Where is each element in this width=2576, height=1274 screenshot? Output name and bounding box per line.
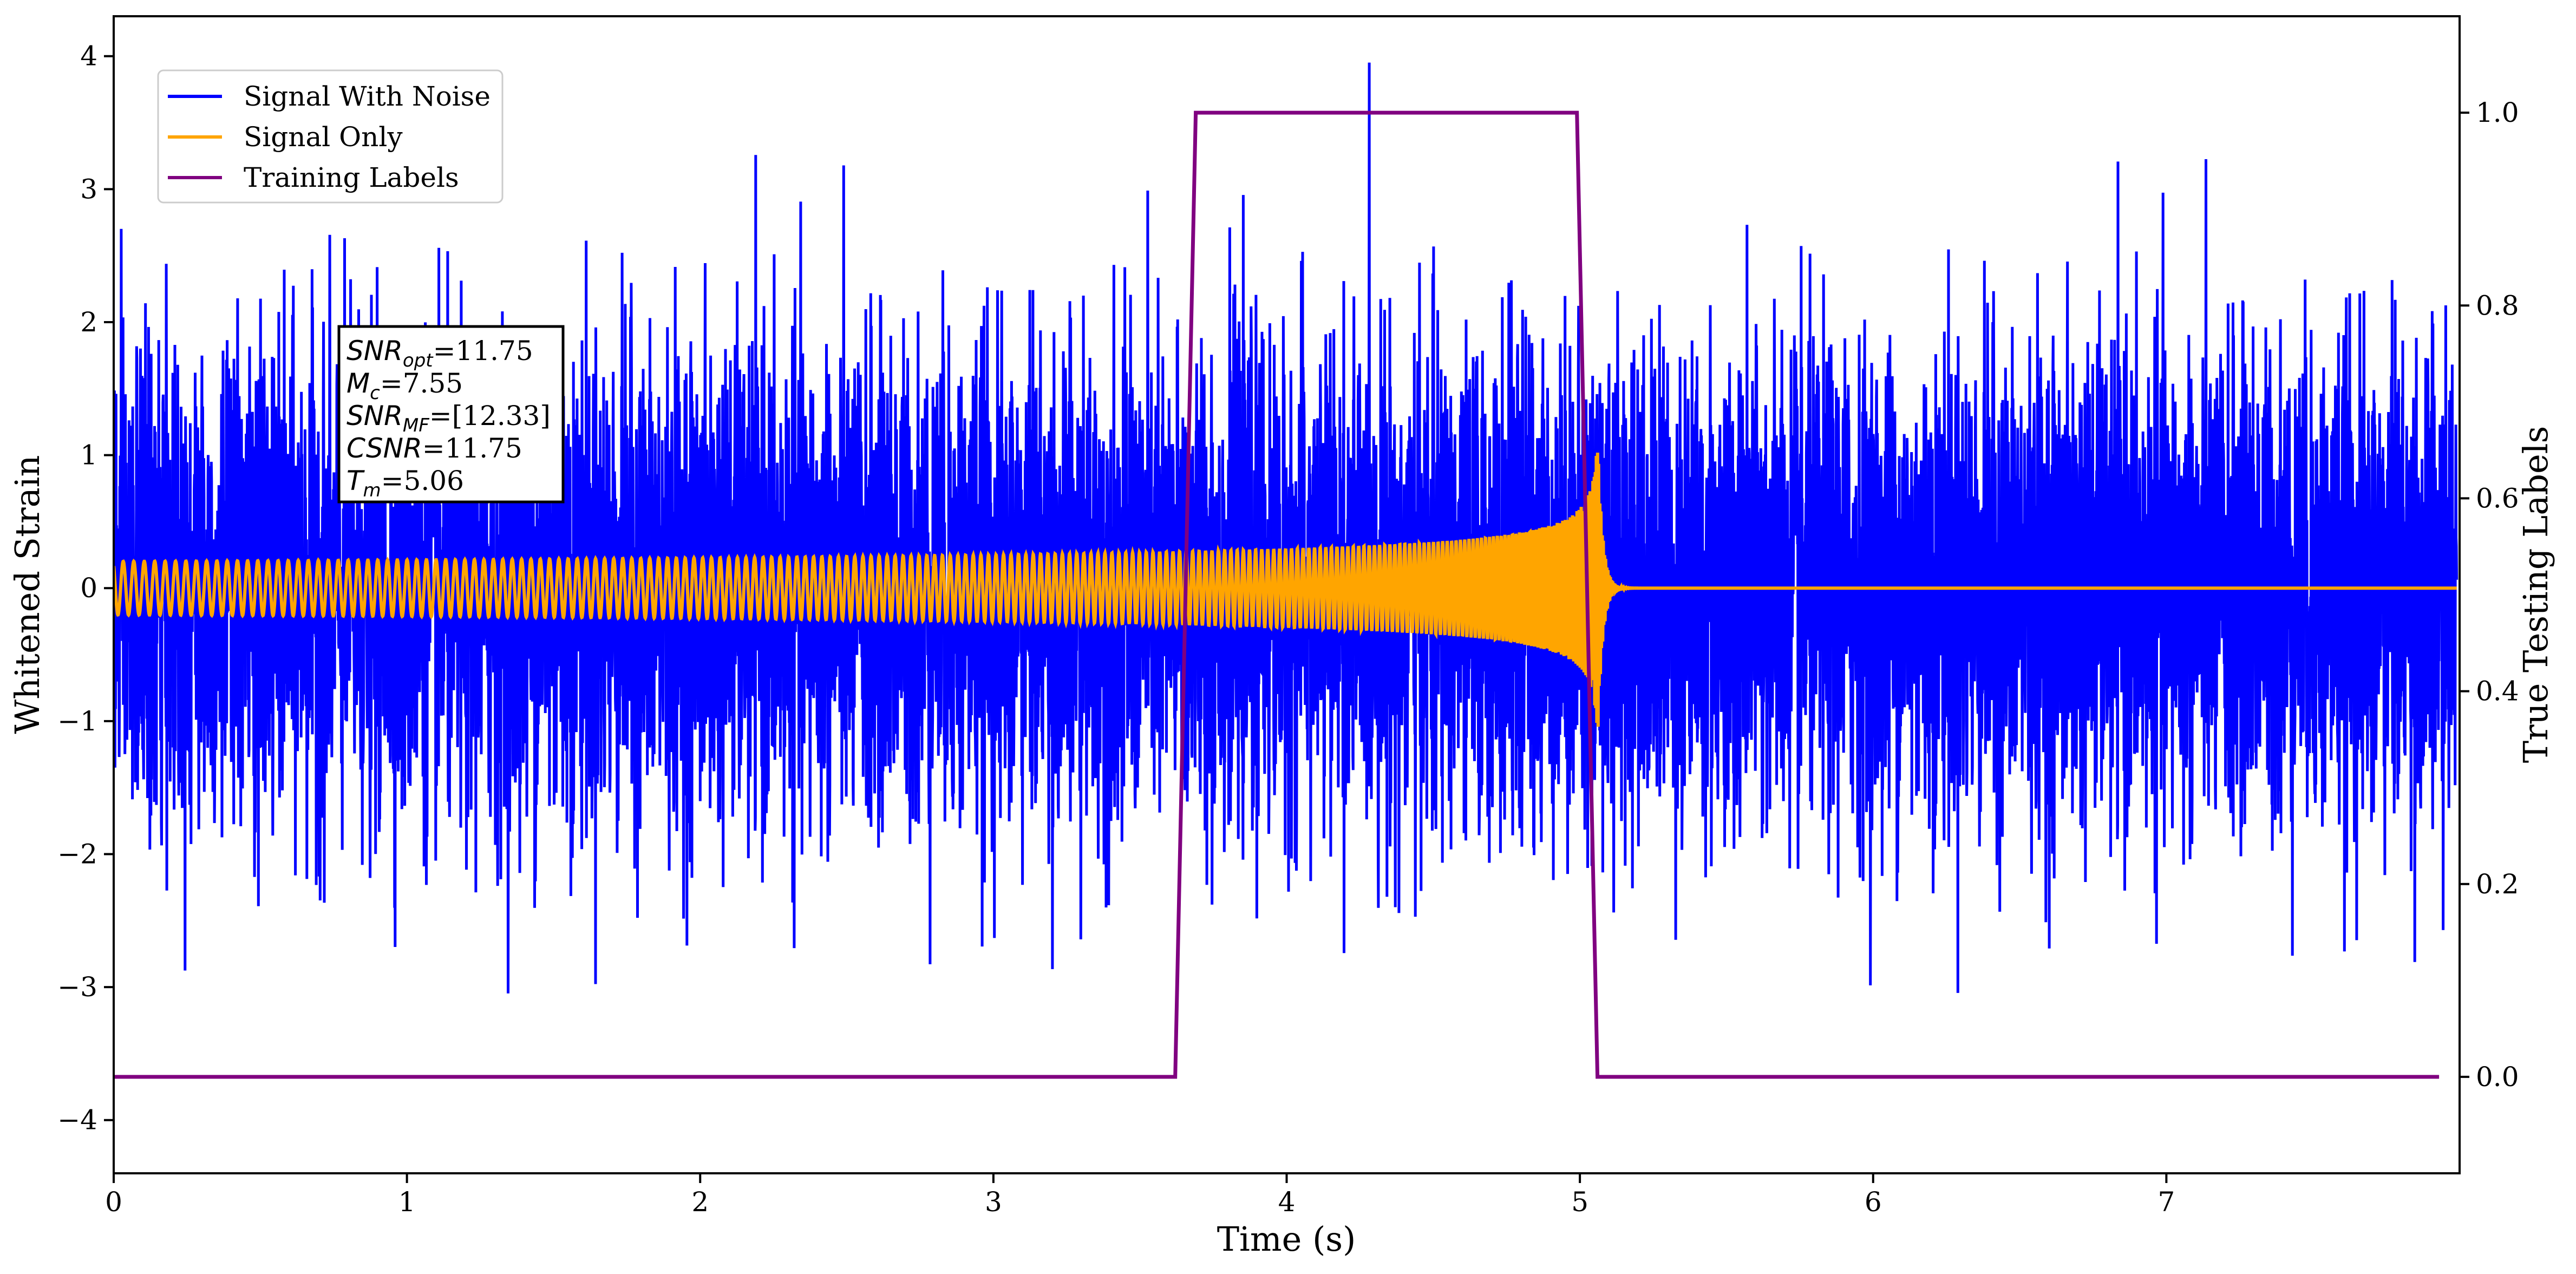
y-tick-label: −4 xyxy=(57,1105,97,1136)
y-axis-title: Whitened Strain xyxy=(8,455,47,734)
y2-tick-label: 0.8 xyxy=(2476,290,2519,321)
y2-tick-label: 0.4 xyxy=(2476,676,2519,707)
x-tick-label: 4 xyxy=(1278,1186,1296,1218)
x-tick-label: 0 xyxy=(105,1186,122,1218)
annotation-line: Tm=5.06 xyxy=(346,465,464,501)
y2-tick-label: 0.6 xyxy=(2476,482,2519,514)
x-tick-label: 2 xyxy=(691,1186,709,1218)
y-tick-label: −1 xyxy=(57,705,97,737)
y-tick-label: 3 xyxy=(80,173,97,205)
y2-tick-label: 1.0 xyxy=(2476,97,2519,128)
y-tick-label: −2 xyxy=(57,838,97,870)
annotation-line: CSNR=11.75 xyxy=(346,433,522,464)
x-axis: 0 1 2 3 4 5 6 7 xyxy=(105,1173,2175,1218)
annotation-line: Mc=7.55 xyxy=(346,368,463,404)
x-axis-title: Time (s) xyxy=(1217,1219,1356,1259)
series-line-training-labels xyxy=(114,110,2440,1079)
annotation-box: SNRopt=11.75Mc=7.55SNRMF=[12.33]CSNR=11.… xyxy=(337,325,565,504)
y-tick-label: 2 xyxy=(80,306,97,338)
series-layer xyxy=(114,62,2459,1079)
x-tick-label: 1 xyxy=(398,1186,416,1218)
legend: Signal With Noise Signal Only Training L… xyxy=(157,69,504,204)
annotation-line: SNRopt=11.75 xyxy=(346,335,533,371)
x-tick-label: 3 xyxy=(985,1186,1002,1218)
annotation-frame xyxy=(337,325,565,504)
y-tick-label: −3 xyxy=(57,971,97,1003)
y-tick-label: 0 xyxy=(80,572,97,604)
y2-axis-title: True Testing Labels xyxy=(2516,426,2555,763)
y-axis-left: −4 −3 −2 −1 0 1 2 3 4 xyxy=(57,41,114,1136)
y-axis-right: 0.0 0.2 0.4 0.6 0.8 1.0 xyxy=(2460,97,2519,1093)
legend-label-training-labels: Training Labels xyxy=(244,162,459,193)
x-tick-label: 5 xyxy=(1571,1186,1588,1218)
x-tick-label: 7 xyxy=(2157,1186,2175,1218)
legend-label-signal-with-noise: Signal With Noise xyxy=(244,81,491,112)
annotation-line: SNRMF=[12.33] xyxy=(346,400,551,436)
y-tick-label: 4 xyxy=(80,41,97,72)
y-tick-label: 1 xyxy=(80,440,97,471)
y2-tick-label: 0.0 xyxy=(2476,1061,2519,1093)
series-line-signal-with-noise xyxy=(114,62,2459,994)
x-tick-label: 6 xyxy=(1865,1186,1882,1218)
series-line-signal-only xyxy=(114,452,2457,727)
legend-box xyxy=(157,69,504,204)
y2-tick-label: 0.2 xyxy=(2476,868,2519,900)
legend-label-signal-only: Signal Only xyxy=(244,121,403,153)
